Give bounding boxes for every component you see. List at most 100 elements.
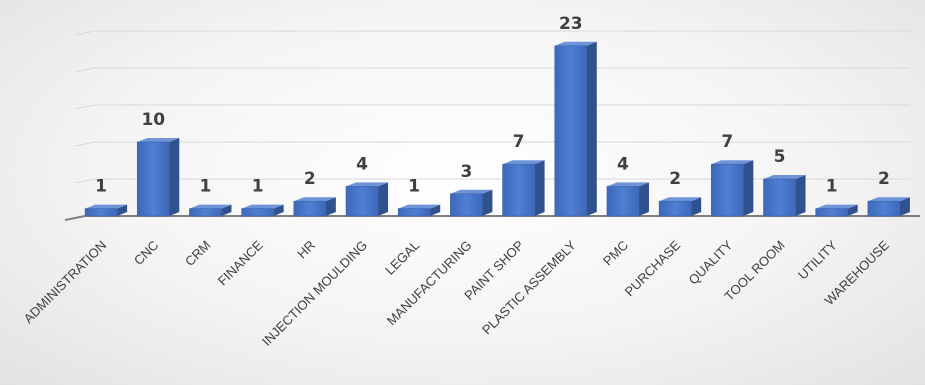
data-label-purchase: 2 [669, 169, 681, 189]
bar-warehouse [867, 197, 910, 217]
bar-tool-room [763, 175, 806, 217]
bar-front-face [84, 208, 118, 217]
data-label-utility: 1 [826, 177, 838, 197]
bar-top-face [293, 197, 336, 202]
bar-side-face [169, 138, 180, 216]
category-label-plastic-assembly: PLASTIC ASSEMBLY [479, 237, 579, 337]
bar-front-face [189, 208, 222, 217]
bar-side-face [482, 189, 493, 216]
bar-side-face [743, 160, 754, 216]
category-label-crm: CRM [182, 238, 214, 270]
bar-side-face [221, 204, 232, 216]
bar-front-face [293, 200, 327, 217]
bar-top-face [398, 204, 441, 209]
bar-side-face [638, 182, 649, 216]
bar-front-face [241, 208, 274, 217]
bar-finance [241, 204, 284, 217]
bar-front-face [815, 208, 849, 217]
bar-side-face [691, 197, 702, 216]
bar-top-face [346, 182, 389, 187]
bar-front-face [345, 186, 379, 217]
data-label-plastic-assembly: 23 [559, 14, 583, 34]
data-label-manufacturing: 3 [460, 162, 472, 182]
category-label-administration: ADMINISTRATION [21, 238, 110, 327]
bar-front-face [606, 186, 640, 217]
gridline [74, 141, 910, 147]
category-label-finance: FINANCE [215, 237, 266, 288]
bar-side-face [586, 41, 597, 216]
bar-utility [815, 204, 858, 217]
axis-floor-line [64, 215, 920, 221]
bar-top-face [85, 204, 128, 209]
bar-top-face [450, 189, 493, 194]
gridlines [74, 30, 910, 184]
data-label-quality: 7 [721, 132, 733, 152]
bar-side-face [534, 160, 545, 216]
bar-side-face [430, 204, 441, 216]
data-labels: 1 10 1 1 2 4 1 3 7 23 4 2 7 5 1 2 [95, 14, 890, 197]
category-label-hr: HR [294, 238, 318, 262]
data-label-hr: 2 [304, 169, 316, 189]
bar-top-face [711, 160, 754, 165]
bar-side-face [847, 204, 858, 216]
bar-quality [711, 160, 754, 217]
data-label-paint-shop: 7 [513, 132, 525, 152]
category-label-legal: LEGAL [382, 238, 422, 278]
bar-administration [84, 204, 128, 217]
bar-side-face [899, 197, 910, 216]
bar-purchase [658, 197, 702, 217]
data-label-crm: 1 [200, 177, 212, 197]
gridline [74, 104, 910, 110]
category-label-utility: UTILITY [795, 237, 840, 282]
bar-side-face [325, 197, 336, 216]
bar-plastic-assembly [554, 41, 597, 217]
bar-top-face [241, 204, 284, 209]
bar-hr [293, 197, 336, 217]
bar-front-face [711, 163, 744, 217]
bar-front-face [397, 208, 431, 217]
bar-front-face [554, 45, 588, 217]
data-label-injection-moulding: 4 [356, 154, 368, 174]
data-label-tool-room: 5 [774, 147, 786, 167]
bar-top-face [763, 175, 806, 179]
bar-injection-moulding [345, 182, 389, 217]
data-label-warehouse: 2 [878, 169, 890, 189]
category-label-cnc: CNC [131, 238, 162, 269]
data-label-legal: 1 [408, 177, 420, 197]
gridline [74, 30, 910, 36]
bar-top-face [659, 197, 702, 202]
bar-front-face [658, 200, 692, 217]
bar-top-face [867, 197, 910, 202]
bar-top-face [815, 204, 858, 209]
bar-top-face [137, 138, 180, 142]
data-label-finance: 1 [252, 177, 264, 197]
bar-top-face [554, 41, 597, 46]
bars [84, 41, 910, 217]
bar-side-face [117, 204, 128, 216]
bar-legal [397, 204, 441, 217]
bar-front-face [450, 193, 483, 217]
data-label-pmc: 4 [617, 154, 629, 174]
category-label-pmc: PMC [600, 238, 631, 269]
bar-side-face [795, 175, 806, 216]
bar-front-face [136, 141, 170, 217]
bar-front-face [867, 200, 901, 217]
bar-pmc [606, 182, 649, 217]
bar-top-face [606, 182, 649, 187]
bar-front-face [763, 178, 796, 217]
bar-cnc [136, 138, 180, 217]
chart-floor [64, 215, 920, 221]
bar-manufacturing [450, 189, 493, 217]
gridline [74, 67, 910, 73]
category-label-purchase: PURCHASE [622, 237, 684, 299]
gridline [74, 178, 910, 184]
category-label-injection-moulding: INJECTION MOULDING [259, 238, 370, 349]
bar-crm [189, 204, 232, 217]
bar-top-face [502, 160, 545, 165]
data-label-cnc: 10 [141, 110, 165, 130]
bar-side-face [273, 204, 284, 216]
category-label-quality: QUALITY [686, 237, 736, 287]
data-label-administration: 1 [95, 177, 107, 197]
